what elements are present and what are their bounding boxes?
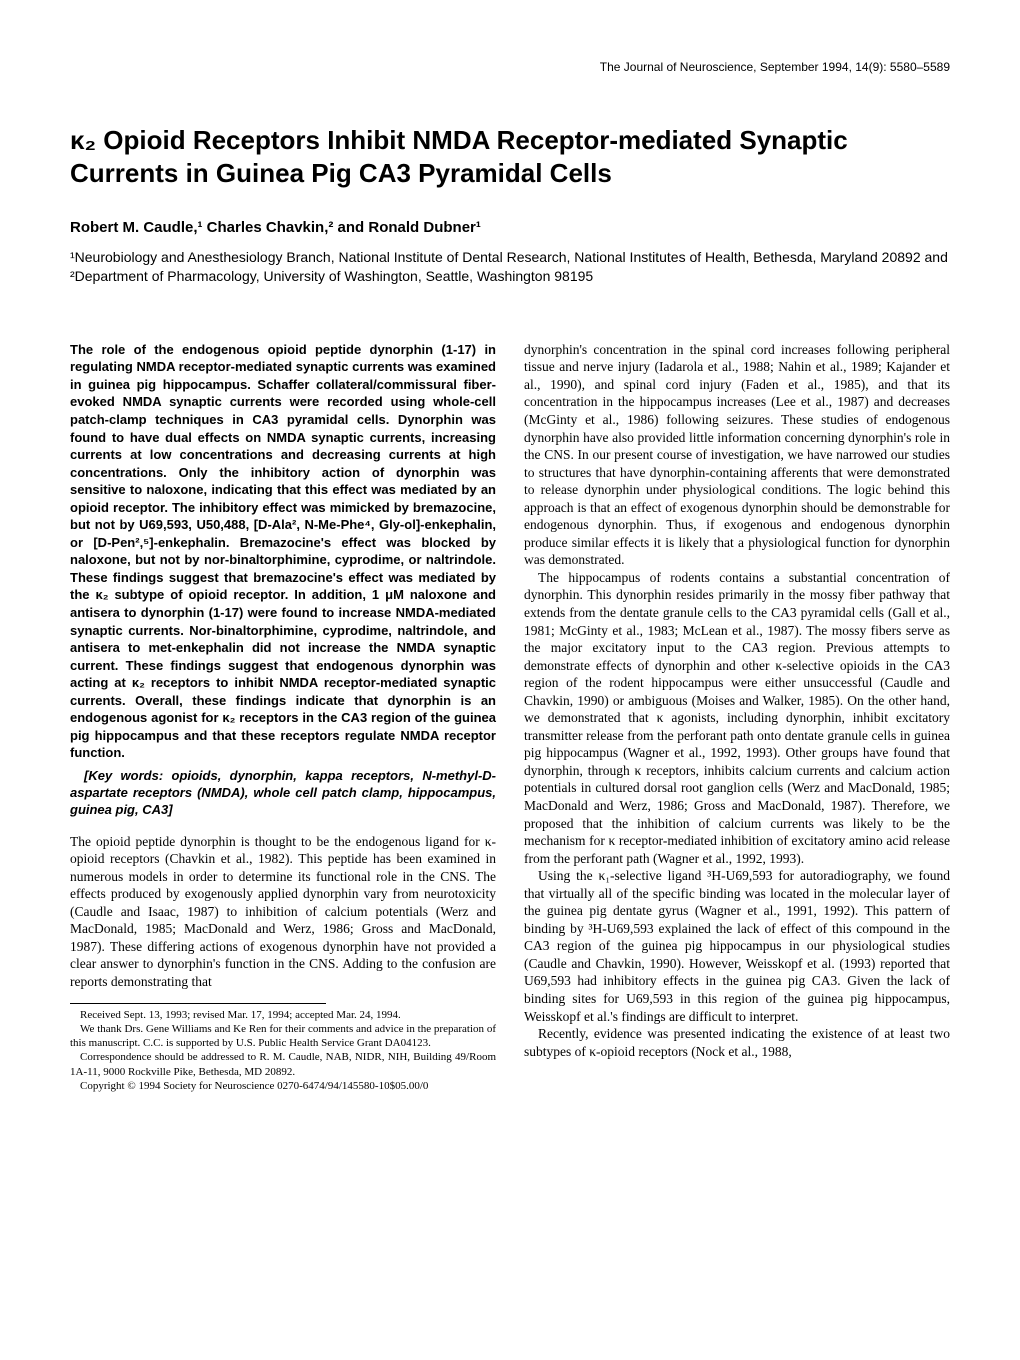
journal-header: The Journal of Neuroscience, September 1… xyxy=(70,60,950,74)
right-column: dynorphin's concentration in the spinal … xyxy=(524,341,950,1094)
footnote-correspondence: Correspondence should be addressed to R.… xyxy=(70,1050,496,1079)
footnote-copyright: Copyright © 1994 Society for Neuroscienc… xyxy=(70,1079,496,1093)
col2-paragraph-2: The hippocampus of rodents contains a su… xyxy=(524,569,950,867)
footnote-separator xyxy=(70,1003,326,1004)
article-title: κ₂ Opioid Receptors Inhibit NMDA Recepto… xyxy=(70,124,950,189)
content-columns: The role of the endogenous opioid peptid… xyxy=(70,341,950,1094)
affiliations: ¹Neurobiology and Anesthesiology Branch,… xyxy=(70,248,950,286)
col2-paragraph-3: Using the κ₁-selective ligand ³H-U69,593… xyxy=(524,867,950,1025)
footnote-received: Received Sept. 13, 1993; revised Mar. 17… xyxy=(70,1008,496,1022)
footnotes-block: Received Sept. 13, 1993; revised Mar. 17… xyxy=(70,1008,496,1094)
left-column: The role of the endogenous opioid peptid… xyxy=(70,341,496,1094)
footnote-thanks: We thank Drs. Gene Williams and Ke Ren f… xyxy=(70,1022,496,1051)
keywords: [Key words: opioids, dynorphin, kappa re… xyxy=(70,768,496,819)
abstract: The role of the endogenous opioid peptid… xyxy=(70,341,496,762)
col2-paragraph-4: Recently, evidence was presented indicat… xyxy=(524,1025,950,1060)
intro-paragraph-1: The opioid peptide dynorphin is thought … xyxy=(70,833,496,991)
authors: Robert M. Caudle,¹ Charles Chavkin,² and… xyxy=(70,219,950,236)
col2-paragraph-1: dynorphin's concentration in the spinal … xyxy=(524,341,950,569)
